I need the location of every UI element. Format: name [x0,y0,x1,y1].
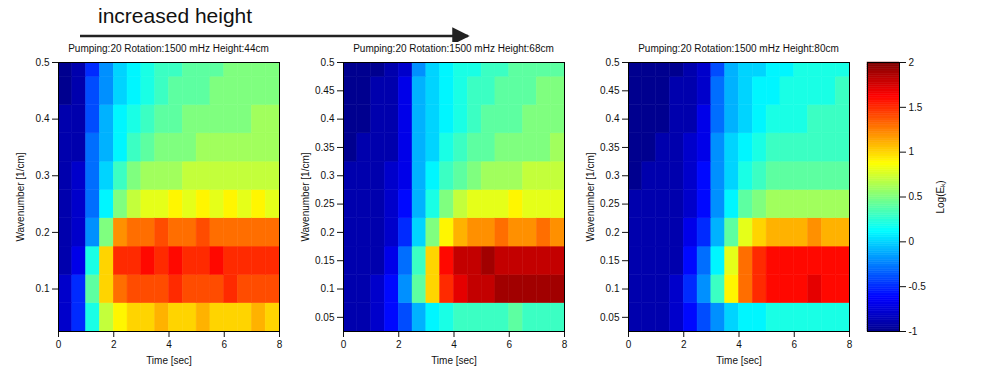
svg-text:8: 8 [277,339,283,350]
svg-text:2: 2 [111,339,117,350]
svg-text:0.3: 0.3 [606,170,620,181]
svg-text:8: 8 [847,339,853,350]
svg-text:0.05: 0.05 [315,312,335,323]
svg-text:0.45: 0.45 [600,85,620,96]
svg-text:4: 4 [166,339,172,350]
svg-text:0.2: 0.2 [606,227,620,238]
svg-text:0.05: 0.05 [600,312,620,323]
svg-text:0.35: 0.35 [315,142,335,153]
svg-text:0: 0 [626,339,632,350]
svg-text:0.5: 0.5 [36,57,50,68]
svg-text:1.5: 1.5 [909,102,923,113]
svg-text:0.25: 0.25 [315,198,335,209]
svg-text:Time [sec]: Time [sec] [716,355,762,366]
svg-text:0.4: 0.4 [36,113,50,124]
svg-text:-1: -1 [909,326,918,337]
svg-text:0.1: 0.1 [321,283,335,294]
svg-text:Wavenumber [1/cm]: Wavenumber [1/cm] [585,152,596,241]
svg-text:1: 1 [909,146,915,157]
svg-text:2: 2 [909,57,915,68]
html-text:increased height: increased height [98,4,253,27]
svg-text:0.3: 0.3 [321,170,335,181]
svg-text:Wavenumber [1/cm]: Wavenumber [1/cm] [300,152,311,241]
svg-text:0: 0 [909,236,915,247]
html-text:Pumping:20 Rotation:1500 mHz H: Pumping:20 Rotation:1500 mHz Height:44cm [68,43,269,54]
svg-text:0.1: 0.1 [606,283,620,294]
svg-text:6: 6 [791,339,797,350]
svg-text:4: 4 [736,339,742,350]
svg-text:8: 8 [562,339,568,350]
svg-text:2: 2 [396,339,402,350]
svg-text:0.25: 0.25 [600,198,620,209]
html-text:Pumping:20 Rotation:1500 mHz H: Pumping:20 Rotation:1500 mHz Height:68cm [353,43,554,54]
svg-text:0.3: 0.3 [36,170,50,181]
svg-text:Time [sec]: Time [sec] [146,355,192,366]
svg-text:0.5: 0.5 [606,57,620,68]
svg-text:Log(Eₖ): Log(Eₖ) [935,180,946,213]
svg-text:0.45: 0.45 [315,85,335,96]
svg-text:0.1: 0.1 [36,283,50,294]
svg-text:0: 0 [56,339,62,350]
svg-text:Wavenumber [1/cm]: Wavenumber [1/cm] [15,152,26,241]
svg-text:6: 6 [221,339,227,350]
svg-text:0.4: 0.4 [321,113,335,124]
svg-text:2: 2 [681,339,687,350]
svg-text:-0.5: -0.5 [909,281,927,292]
svg-text:0.5: 0.5 [909,191,923,202]
svg-text:0.15: 0.15 [600,255,620,266]
svg-text:0.4: 0.4 [606,113,620,124]
svg-text:0: 0 [341,339,347,350]
svg-text:0.2: 0.2 [321,227,335,238]
svg-text:0.35: 0.35 [600,142,620,153]
svg-text:4: 4 [451,339,457,350]
svg-text:6: 6 [506,339,512,350]
svg-text:0.15: 0.15 [315,255,335,266]
html-text:Pumping:20 Rotation:1500 mHz H: Pumping:20 Rotation:1500 mHz Height:80cm [638,43,839,54]
svg-text:0.2: 0.2 [36,227,50,238]
svg-text:Time [sec]: Time [sec] [431,355,477,366]
svg-text:0.5: 0.5 [321,57,335,68]
